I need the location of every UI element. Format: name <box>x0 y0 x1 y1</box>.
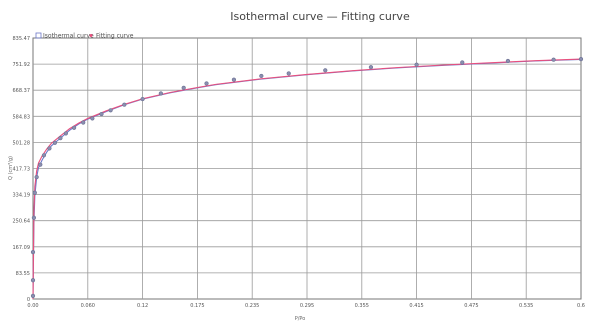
y-tick-label: 501.28 <box>13 140 31 146</box>
data-point <box>158 91 163 96</box>
series-lines <box>32 58 582 300</box>
data-point <box>58 136 63 141</box>
x-tick-label: 0.175 <box>190 303 204 309</box>
data-point <box>31 215 37 220</box>
x-tick-label: 0.00 <box>27 303 38 309</box>
legend-label-fitting: Fitting curve <box>96 33 134 40</box>
plot-area: 0.00 0.060 0.12 0.175 0.235 0.295 0.355 0.415 0.… <box>13 36 585 309</box>
data-point <box>414 62 419 67</box>
x-tick-label: 0.060 <box>81 303 95 309</box>
data-point <box>90 116 95 121</box>
data-point <box>99 111 104 117</box>
data-point <box>578 56 584 62</box>
y-tick-label: 584.83 <box>13 114 31 120</box>
data-point <box>460 60 465 65</box>
data-point <box>32 190 37 195</box>
legend-label-isothermal: Isothermal curve <box>43 33 94 40</box>
x-tick-labels: 0.00 0.060 0.12 0.175 0.235 0.295 0.355 0.415 0.… <box>27 303 585 309</box>
y-tick-label: 167.09 <box>13 245 31 251</box>
y-tick-label: 334.19 <box>13 193 31 199</box>
data-point <box>505 58 511 64</box>
y-tick-label: 668.37 <box>13 88 31 94</box>
data-point <box>231 77 237 82</box>
x-tick-label: 0.295 <box>300 303 314 309</box>
grid-horizontal <box>33 63 581 274</box>
data-point <box>30 278 36 283</box>
x-tick-label: 0.12 <box>137 303 148 309</box>
legend-swatch-fitting <box>89 34 93 37</box>
x-tick-label: 0.6 <box>577 303 585 309</box>
y-tick-labels: 0 83.55 167.09 250.64 334.19 417.73 501.28 584.… <box>13 36 31 303</box>
fitting-curve-line <box>32 58 582 300</box>
x-tick-label: 0.235 <box>245 303 259 309</box>
y-tick-label: 250.64 <box>13 219 31 225</box>
data-point <box>108 108 113 113</box>
data-point <box>181 85 186 90</box>
x-tick-label: 0.535 <box>519 303 533 309</box>
y-tick-label: 835.47 <box>13 36 31 42</box>
chart-title: Isothermal curve — Fitting curve <box>230 10 410 23</box>
data-point <box>30 293 36 298</box>
data-point <box>204 81 209 86</box>
series-points <box>30 56 584 298</box>
data-point <box>38 162 43 167</box>
data-point <box>71 125 77 130</box>
data-point <box>140 96 145 102</box>
data-point <box>63 131 68 136</box>
x-tick-label: 0.355 <box>355 303 369 309</box>
x-axis-label: P/Po <box>295 316 306 322</box>
data-point <box>286 71 291 76</box>
y-tick-label: 417.73 <box>13 167 31 173</box>
data-point <box>41 153 47 158</box>
data-point <box>47 146 52 151</box>
y-tick-label: 0 <box>27 297 30 303</box>
data-point <box>52 140 58 145</box>
data-point <box>30 250 36 255</box>
data-point <box>34 175 39 180</box>
data-point <box>323 68 328 73</box>
x-tick-label: 0.415 <box>409 303 423 309</box>
y-tick-label: 751.92 <box>13 62 31 68</box>
data-point <box>551 57 556 62</box>
data-point <box>259 73 264 79</box>
data-point <box>368 65 374 70</box>
legend-swatch-isothermal <box>35 32 42 39</box>
data-point <box>122 102 127 107</box>
legend: Isothermal curve Fitting curve <box>35 32 134 40</box>
y-tick-label: 83.55 <box>16 271 30 277</box>
data-point <box>81 120 86 125</box>
y-axis-label: Q (cm³/g) <box>8 156 14 180</box>
x-tick-label: 0.475 <box>464 303 478 309</box>
